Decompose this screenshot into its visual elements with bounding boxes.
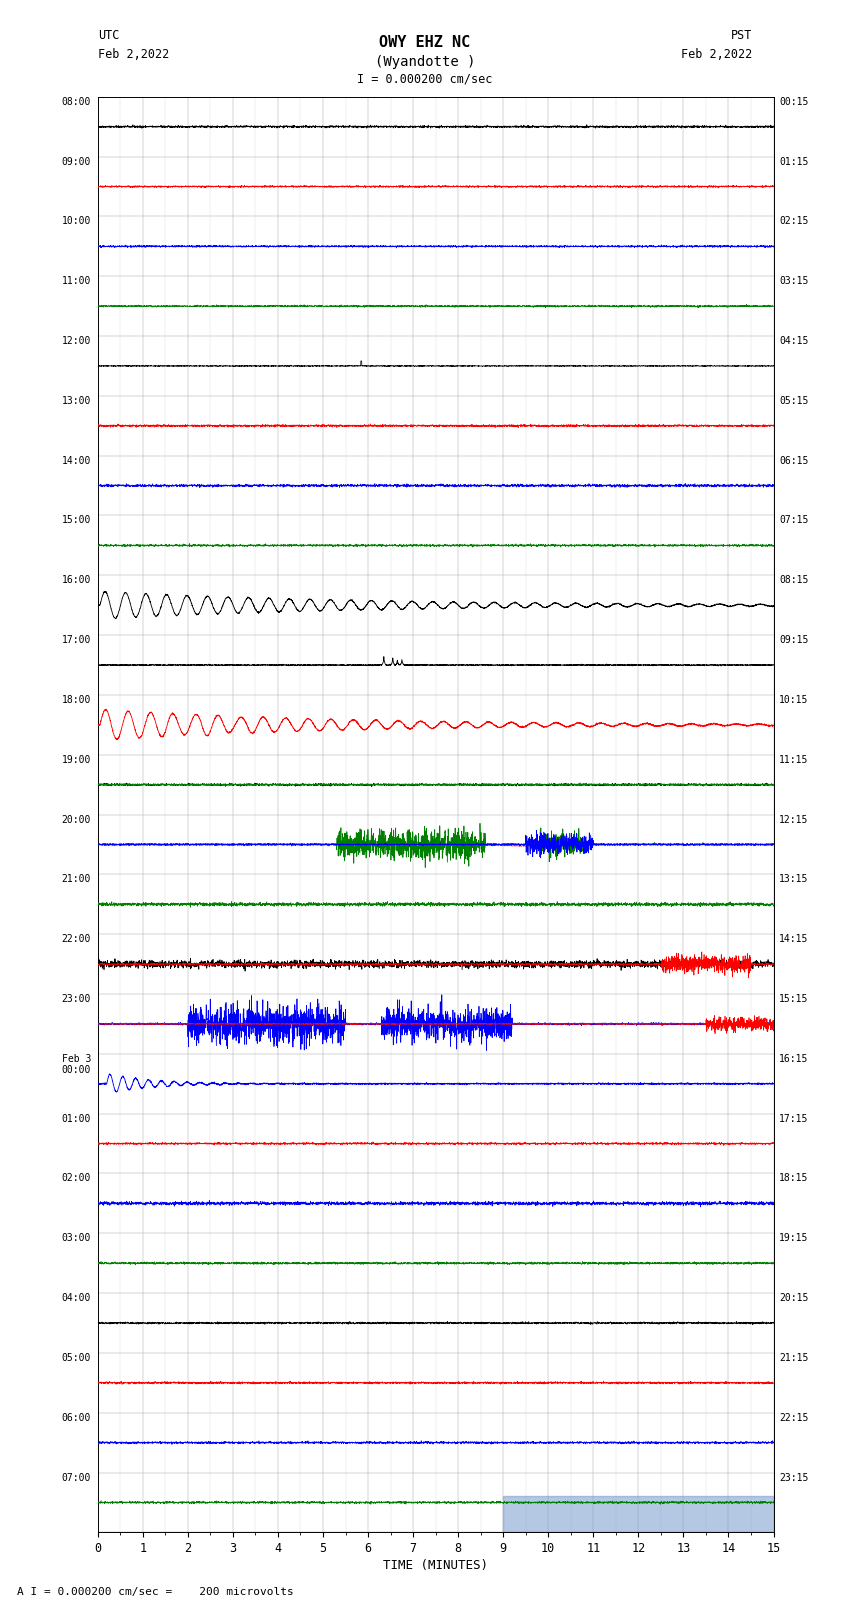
Text: Feb 3
00:00: Feb 3 00:00 xyxy=(61,1053,91,1076)
Text: 22:15: 22:15 xyxy=(779,1413,808,1423)
Text: 03:00: 03:00 xyxy=(61,1234,91,1244)
Text: (Wyandotte ): (Wyandotte ) xyxy=(375,55,475,69)
Text: 04:00: 04:00 xyxy=(61,1294,91,1303)
Text: 20:00: 20:00 xyxy=(61,815,91,824)
Text: Feb 2,2022: Feb 2,2022 xyxy=(98,48,169,61)
Text: 19:00: 19:00 xyxy=(61,755,91,765)
Text: 15:00: 15:00 xyxy=(61,516,91,526)
Text: 13:15: 13:15 xyxy=(779,874,808,884)
Text: 16:15: 16:15 xyxy=(779,1053,808,1065)
Text: 06:15: 06:15 xyxy=(779,455,808,466)
Text: 19:15: 19:15 xyxy=(779,1234,808,1244)
Text: 05:15: 05:15 xyxy=(779,395,808,406)
Text: 18:15: 18:15 xyxy=(779,1174,808,1184)
Text: 02:00: 02:00 xyxy=(61,1174,91,1184)
Text: 03:15: 03:15 xyxy=(779,276,808,286)
Text: 17:15: 17:15 xyxy=(779,1113,808,1124)
Text: 10:15: 10:15 xyxy=(779,695,808,705)
Text: 21:15: 21:15 xyxy=(779,1353,808,1363)
Text: 09:00: 09:00 xyxy=(61,156,91,166)
Text: 00:15: 00:15 xyxy=(779,97,808,106)
Text: 08:15: 08:15 xyxy=(779,576,808,586)
Text: UTC: UTC xyxy=(98,29,119,42)
Text: 18:00: 18:00 xyxy=(61,695,91,705)
Text: 20:15: 20:15 xyxy=(779,1294,808,1303)
Text: 08:00: 08:00 xyxy=(61,97,91,106)
Text: 17:00: 17:00 xyxy=(61,636,91,645)
Text: 15:15: 15:15 xyxy=(779,994,808,1003)
Text: A I = 0.000200 cm/sec =    200 microvolts: A I = 0.000200 cm/sec = 200 microvolts xyxy=(17,1587,294,1597)
Text: 11:00: 11:00 xyxy=(61,276,91,286)
Text: 04:15: 04:15 xyxy=(779,336,808,347)
Text: 11:15: 11:15 xyxy=(779,755,808,765)
Text: I = 0.000200 cm/sec: I = 0.000200 cm/sec xyxy=(357,73,493,85)
Text: 09:15: 09:15 xyxy=(779,636,808,645)
Text: OWY EHZ NC: OWY EHZ NC xyxy=(379,35,471,50)
Text: Feb 2,2022: Feb 2,2022 xyxy=(681,48,752,61)
X-axis label: TIME (MINUTES): TIME (MINUTES) xyxy=(383,1560,488,1573)
Text: 02:15: 02:15 xyxy=(779,216,808,226)
Text: 05:00: 05:00 xyxy=(61,1353,91,1363)
Text: 14:00: 14:00 xyxy=(61,455,91,466)
Text: 07:15: 07:15 xyxy=(779,516,808,526)
Text: 01:15: 01:15 xyxy=(779,156,808,166)
Text: 13:00: 13:00 xyxy=(61,395,91,406)
Text: 22:00: 22:00 xyxy=(61,934,91,944)
Text: 06:00: 06:00 xyxy=(61,1413,91,1423)
Text: PST: PST xyxy=(731,29,752,42)
Text: 23:15: 23:15 xyxy=(779,1473,808,1482)
Text: 01:00: 01:00 xyxy=(61,1113,91,1124)
Text: 23:00: 23:00 xyxy=(61,994,91,1003)
Text: 10:00: 10:00 xyxy=(61,216,91,226)
Text: 07:00: 07:00 xyxy=(61,1473,91,1482)
Text: 12:15: 12:15 xyxy=(779,815,808,824)
Text: 16:00: 16:00 xyxy=(61,576,91,586)
Text: 21:00: 21:00 xyxy=(61,874,91,884)
Text: 12:00: 12:00 xyxy=(61,336,91,347)
Text: 14:15: 14:15 xyxy=(779,934,808,944)
